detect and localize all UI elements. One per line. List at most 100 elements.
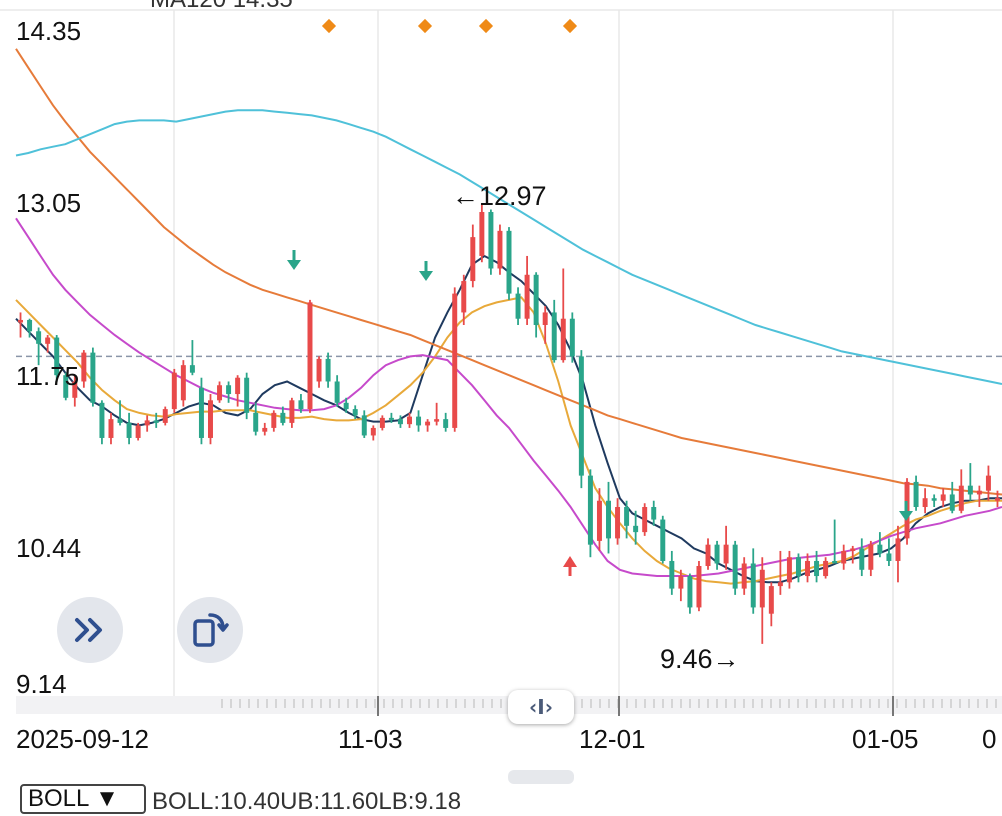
candle-body [642,507,648,533]
candle-body [786,557,792,583]
candle-body [976,490,982,495]
moving-average-line [15,48,1002,496]
candle-body [235,377,241,395]
candle-body [497,230,503,269]
candle-body [795,557,801,577]
candle-body [551,312,557,361]
candle-body [343,402,349,410]
low-annotation: 9.46→ [660,644,740,674]
x-tick-label: 0 [982,724,996,754]
candle-body [425,421,431,426]
x-tick-label: 01-05 [852,724,919,754]
candle-body [189,365,195,373]
candle-body [524,274,530,319]
candle-body [298,400,304,410]
candle-body [569,318,575,357]
candle-body [325,358,331,382]
candle-body [606,500,611,539]
candle-body [443,419,449,428]
scroll-handle[interactable]: ‹I› [508,690,574,724]
x-tick-label: 11-03 [338,724,403,754]
candle-body [289,400,295,423]
candle-body [940,494,946,501]
expand-button[interactable] [57,597,123,663]
scroll-handle-label: ‹I› [529,695,553,719]
candle-body [994,498,1000,501]
indicator-selector[interactable]: BOLL ▼ [20,784,146,814]
candle-body [859,548,865,570]
candle-body [922,498,928,508]
candle-body [832,560,838,564]
panel-resize-handle[interactable] [508,770,574,784]
boll-values: BOLL:10.40UB:11.60LB:9.18 [152,788,462,815]
candle-body [54,337,60,376]
candle-body [759,569,765,608]
candle-body [850,548,856,551]
candle-body [253,412,259,432]
candle-body [27,319,33,332]
candle-body [660,519,666,561]
candle-body [244,377,250,413]
candle-body [388,417,394,420]
candle-body [271,412,277,428]
sell-arrow-icon [899,511,913,521]
candle-body [687,576,693,608]
x-tick-label: 12-01 [579,724,646,754]
candle-body [732,544,738,589]
candle-body [334,381,340,403]
candle-body [750,563,756,608]
candle-body [931,498,937,501]
signal-marker [478,18,494,34]
candle-body [153,420,159,423]
candle-body [958,485,964,511]
candle-body [805,560,811,577]
candle-body [542,312,548,325]
candle-body [868,544,874,570]
y-tick-label: 9.14 [16,669,67,699]
candle-body [777,582,783,587]
candle-body [379,417,385,428]
candle-body [18,319,24,323]
candle-body [533,274,539,325]
moving-average-line [15,217,1002,577]
candle-body [280,412,286,423]
candle-body [262,427,268,432]
candle-body [669,560,675,589]
indicator-selector-label: BOLL ▼ [28,785,119,812]
candle-body [72,381,78,398]
candle-body [723,544,729,564]
candle-body [814,560,820,577]
candle-body [768,586,774,614]
y-tick-label: 14.35 [16,16,81,46]
candle-body [461,281,467,313]
candle-body [560,318,566,361]
candle-body [90,352,96,403]
moving-average-line [15,296,1002,585]
y-tick-label: 10.44 [16,533,81,563]
candle-body [352,409,358,416]
candle-body [126,422,132,438]
candle-body [397,419,403,425]
candle-body [823,560,829,577]
rotate-button[interactable] [177,597,243,663]
candle-body [81,352,87,382]
candle-body [207,400,213,438]
candle-body [99,402,105,438]
candle-body [714,544,720,564]
y-tick-label: 13.05 [16,188,81,218]
moving-average-line [15,109,1002,385]
candle-body [886,553,892,561]
candle-body [895,538,901,561]
y-tick-label: 11.75 [16,361,79,391]
candle-body [361,415,367,436]
candle-body [624,507,630,526]
candle-body [633,525,639,533]
candle-body [416,416,422,426]
candle-body [63,375,69,398]
double-chevron-icon [75,618,102,642]
candle-body [488,212,494,269]
x-tick-label: 2025-09-12 [16,724,149,754]
candle-body [913,481,919,508]
candle-body [596,500,602,541]
